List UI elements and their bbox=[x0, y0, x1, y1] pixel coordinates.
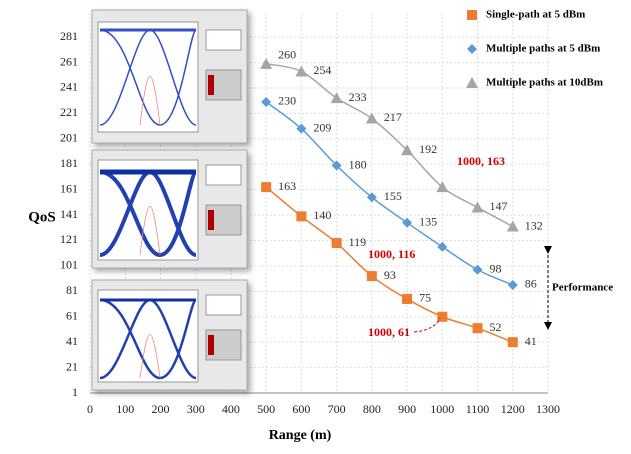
y-tick-label: 261 bbox=[60, 54, 78, 68]
data-label: 260 bbox=[278, 48, 296, 62]
x-tick-label: 0 bbox=[87, 402, 93, 416]
marker bbox=[437, 242, 447, 252]
marker bbox=[367, 271, 377, 281]
inset-window bbox=[92, 150, 247, 268]
marker bbox=[261, 182, 271, 192]
marker bbox=[507, 221, 519, 232]
annotation: 1000, 116 bbox=[368, 247, 415, 261]
data-label: 119 bbox=[349, 235, 367, 249]
y-tick-label: 221 bbox=[60, 105, 78, 119]
legend-label: Single-path at 5 dBm bbox=[486, 9, 585, 21]
legend-label: Multiple paths at 5 dBm bbox=[486, 43, 600, 55]
data-label: 132 bbox=[525, 218, 543, 232]
marker bbox=[260, 58, 272, 69]
y-tick-label: 61 bbox=[66, 308, 78, 322]
legend-marker bbox=[467, 44, 477, 54]
x-tick-label: 800 bbox=[363, 402, 381, 416]
data-label: 155 bbox=[384, 189, 402, 203]
marker bbox=[508, 280, 518, 290]
marker bbox=[402, 218, 412, 228]
y-tick-label: 141 bbox=[60, 207, 78, 221]
annotation: 1000, 61 bbox=[368, 325, 410, 339]
y-tick-label: 101 bbox=[60, 258, 78, 272]
marker bbox=[331, 92, 343, 103]
y-tick-label: 281 bbox=[60, 29, 78, 43]
marker bbox=[473, 323, 483, 333]
y-tick-label: 81 bbox=[66, 283, 78, 297]
legend-label: Multiple paths at 10dBm bbox=[486, 77, 603, 89]
x-axis-label: Range (m) bbox=[269, 428, 332, 443]
y-tick-label: 181 bbox=[60, 156, 78, 170]
data-label: 163 bbox=[278, 179, 296, 193]
data-label: 75 bbox=[419, 291, 431, 305]
inset-window bbox=[92, 10, 247, 143]
data-label: 230 bbox=[278, 94, 296, 108]
y-tick-label: 201 bbox=[60, 131, 78, 145]
marker bbox=[508, 337, 518, 347]
y-axis-label: QoS bbox=[28, 209, 56, 225]
marker bbox=[402, 294, 412, 304]
data-label: 86 bbox=[525, 277, 537, 291]
annotation: 1000, 163 bbox=[457, 154, 505, 168]
data-label: 135 bbox=[419, 214, 437, 228]
x-tick-label: 900 bbox=[398, 402, 416, 416]
y-tick-label: 241 bbox=[60, 80, 78, 94]
x-tick-label: 1300 bbox=[536, 402, 560, 416]
x-tick-label: 300 bbox=[187, 402, 205, 416]
marker bbox=[332, 238, 342, 248]
inset-screenshots bbox=[92, 10, 247, 390]
data-label: 233 bbox=[349, 90, 367, 104]
marker bbox=[437, 312, 447, 322]
y-tick-label: 21 bbox=[66, 359, 78, 373]
legend-marker bbox=[467, 10, 477, 20]
data-label: 98 bbox=[490, 261, 502, 275]
x-tick-label: 1100 bbox=[466, 402, 490, 416]
annotation-pointer bbox=[414, 318, 440, 332]
x-tick-label: 1000 bbox=[430, 402, 454, 416]
data-label: 209 bbox=[313, 120, 331, 134]
marker bbox=[261, 97, 271, 107]
marker bbox=[295, 65, 307, 76]
side-note: Performance bbox=[552, 282, 613, 294]
legend-marker bbox=[466, 77, 478, 88]
marker bbox=[472, 201, 484, 212]
inset-window bbox=[92, 280, 247, 390]
x-tick-label: 1200 bbox=[501, 402, 525, 416]
x-tick-label: 400 bbox=[222, 402, 240, 416]
data-label: 217 bbox=[384, 110, 402, 124]
data-label: 41 bbox=[525, 334, 537, 348]
x-tick-label: 700 bbox=[328, 402, 346, 416]
x-tick-label: 200 bbox=[151, 402, 169, 416]
data-label: 180 bbox=[349, 157, 367, 171]
data-label: 93 bbox=[384, 268, 396, 282]
x-tick-label: 500 bbox=[257, 402, 275, 416]
y-tick-label: 121 bbox=[60, 232, 78, 246]
data-label: 140 bbox=[313, 208, 331, 222]
data-label: 254 bbox=[313, 63, 331, 77]
x-tick-label: 100 bbox=[116, 402, 134, 416]
y-tick-label: 1 bbox=[72, 385, 78, 399]
data-label: 52 bbox=[490, 320, 502, 334]
marker bbox=[366, 112, 378, 123]
x-tick-label: 600 bbox=[292, 402, 310, 416]
marker bbox=[296, 211, 306, 221]
data-label: 192 bbox=[419, 142, 437, 156]
y-tick-label: 41 bbox=[66, 334, 78, 348]
y-tick-label: 161 bbox=[60, 181, 78, 195]
data-label: 147 bbox=[490, 199, 508, 213]
chart: 1214161811011211411611812012212412612810… bbox=[0, 0, 631, 449]
